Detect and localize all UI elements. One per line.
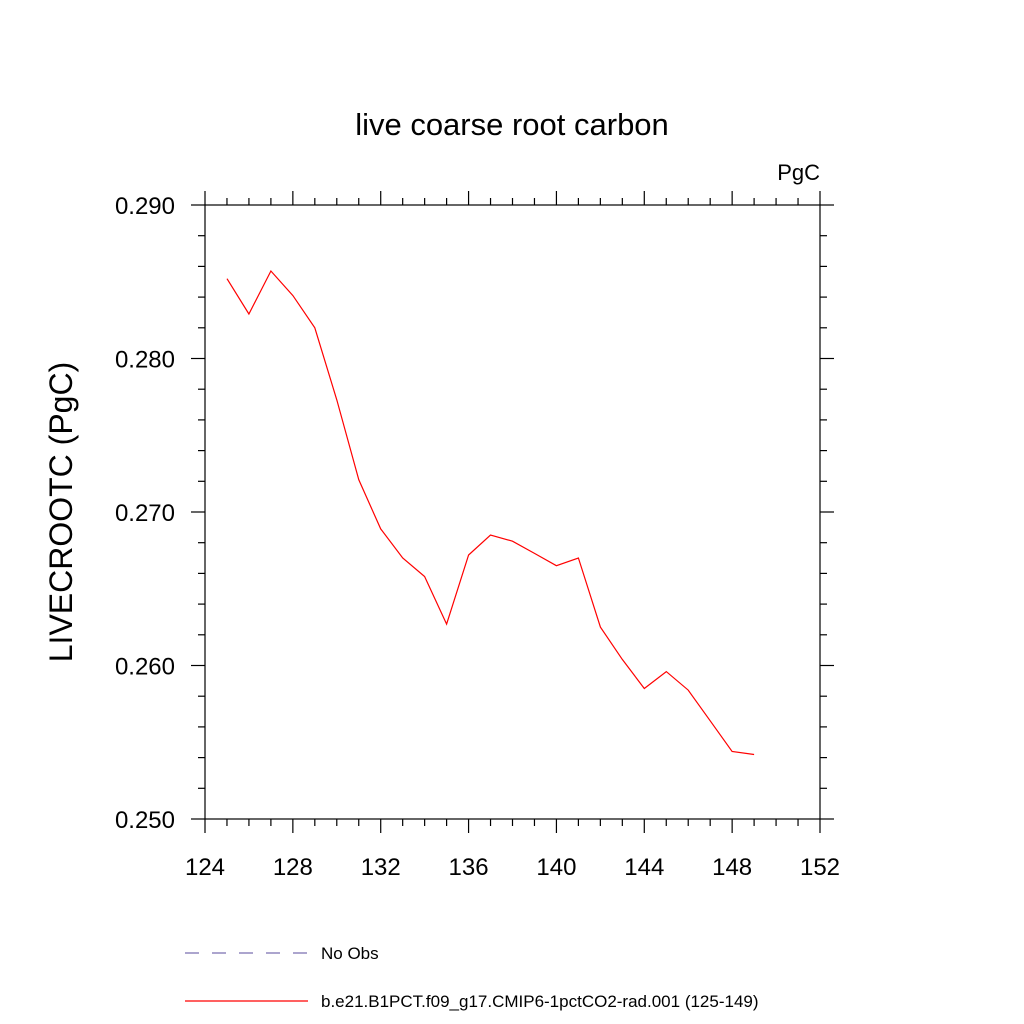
series-lines bbox=[226, 269, 755, 756]
x-tick-label: 152 bbox=[800, 854, 840, 881]
y-tick-label: 0.260 bbox=[115, 654, 175, 681]
x-tick-label: 132 bbox=[361, 854, 401, 881]
y-axis-label: LIVECROOTC (PgC) bbox=[43, 362, 79, 662]
x-tick-label: 136 bbox=[449, 854, 489, 881]
axis-ticks: 124 128 132 136 140 144 148 152 0.250 0.260 0.270 0… bbox=[115, 191, 840, 881]
x-tick-label: 124 bbox=[185, 854, 225, 881]
y-tick-label: 0.250 bbox=[115, 807, 175, 834]
units-label: PgC bbox=[777, 160, 820, 185]
x-tick-label: 140 bbox=[536, 854, 576, 881]
y-tick-label: 0.270 bbox=[115, 500, 175, 527]
plot-frame bbox=[204, 204, 821, 820]
x-tick-label: 148 bbox=[712, 854, 752, 881]
legend-label: b.e21.B1PCT.f09_g17.CMIP6-1pctCO2-rad.00… bbox=[321, 992, 759, 1011]
legend: No Obs b.e21.B1PCT.f09_g17.CMIP6-1pctCO2-… bbox=[185, 944, 759, 1011]
x-tick-label: 144 bbox=[624, 854, 664, 881]
series-line bbox=[226, 269, 755, 756]
legend-label: No Obs bbox=[321, 944, 379, 963]
x-tick-label: 128 bbox=[273, 854, 313, 881]
chart-title: live coarse root carbon bbox=[355, 107, 669, 142]
y-tick-label: 0.290 bbox=[115, 193, 175, 220]
y-tick-label: 0.280 bbox=[115, 347, 175, 374]
